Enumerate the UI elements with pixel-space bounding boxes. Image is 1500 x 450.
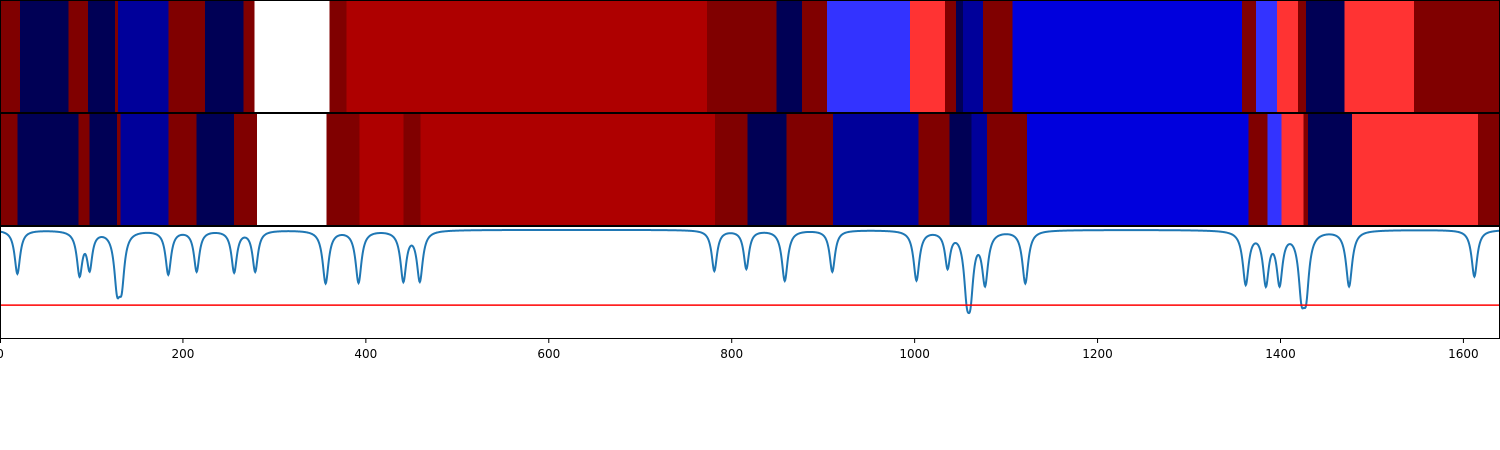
x-tick-label: 1400 [1265,347,1296,361]
x-axis: 0 200 400 600 800 1000 1200 1400 1600 [0,339,1479,361]
heatmap-cell [986,113,1028,226]
heatmap-cell [1242,0,1257,113]
heatmap-cell [802,0,828,113]
x-tick-label: 0 [0,347,4,361]
x-tick-label: 400 [354,347,377,361]
heatmap-cell [1306,0,1346,113]
heatmap-cell [983,0,1014,113]
heatmap-cell [747,113,788,226]
x-tick-label: 1600 [1448,347,1479,361]
heatmap-cell [1255,0,1278,113]
x-tick-label: 1000 [899,347,930,361]
heatmap-cell [115,0,119,113]
heatmap-cell [68,0,89,113]
heatmap-cell [776,0,803,113]
heatmap-cell [1414,0,1500,113]
heatmap-cell [1281,113,1304,226]
heatmap-cell [326,113,361,226]
heatmap-cell [786,113,834,226]
heatmap-cell [1276,0,1299,113]
heatmap-cell [1351,113,1479,226]
heatmap-cell [826,0,911,113]
heatmap-cell [944,0,957,113]
heatmap-cell [117,0,169,113]
heatmap-cell [1248,113,1269,226]
heatmap-cell [120,113,169,226]
heatmap-cell [1267,113,1282,226]
heatmap-cell [234,113,258,226]
heatmap-cell [117,113,122,226]
x-tick-label: 1200 [1082,347,1113,361]
heatmap-cell [243,0,255,113]
heatmap-cell [0,113,18,226]
heatmap-cell [949,113,972,226]
heatmap-cell [403,113,422,226]
heatmap-cell [168,0,206,113]
heatmap-track-1 [0,0,1500,113]
heatmap-cell [329,0,348,113]
heatmap-cell [257,113,328,226]
heatmap-cell [359,113,404,226]
x-tick-label: 800 [720,347,743,361]
heatmap-cell [918,113,950,226]
heatmap-track-2 [0,113,1500,226]
heatmap-cell [1012,0,1243,113]
heatmap-cell [87,0,116,113]
heatmap-cell [971,113,988,226]
heatmap-cell [1297,0,1307,113]
heatmap-cell [1303,113,1309,226]
heatmap-cell [346,0,708,113]
signal-series-line [0,228,1500,315]
heatmap-cell [1027,113,1250,226]
heatmap-cell [707,0,778,113]
heatmap-cell [910,0,946,113]
heatmap-cell [20,0,70,113]
heatmap-cell [89,113,118,226]
x-tick-label: 600 [537,347,560,361]
x-tick-label: 200 [171,347,194,361]
heatmap-cell [168,113,198,226]
heatmap-cell [196,113,235,226]
heatmap-cell [1344,0,1415,113]
heatmap-cell [833,113,919,226]
heatmap-cell [204,0,244,113]
heatmap-cell [955,0,964,113]
heatmap-cell [78,113,91,226]
heatmap-cell [0,0,21,113]
heatmap-cell [963,0,984,113]
heatmap-cell [420,113,716,226]
heatmap-cell [17,113,80,226]
heatmap-cell [1478,113,1500,226]
heatmap-cell [715,113,748,226]
heatmap-cell [1307,113,1353,226]
heatmap-cell [254,0,330,113]
